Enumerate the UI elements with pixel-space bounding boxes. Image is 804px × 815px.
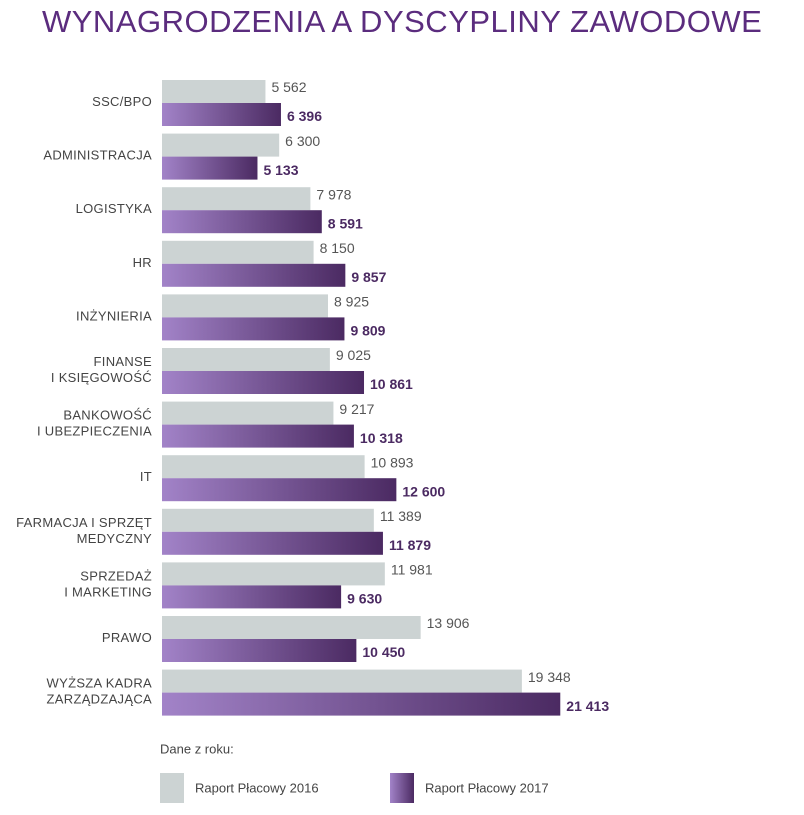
value-label: 12 600: [402, 483, 445, 499]
y-tick-label-line: IT: [140, 470, 152, 485]
bar: [162, 103, 281, 126]
y-tick-label: SSC/BPO: [92, 94, 152, 109]
bar: [162, 669, 522, 693]
y-tick-label-line: ZARZĄDZAJĄCA: [47, 692, 152, 707]
bar: [162, 478, 397, 502]
bar: [162, 401, 334, 425]
value-label: 8 150: [320, 240, 355, 256]
bar: [162, 639, 357, 662]
bar: [162, 80, 266, 103]
bar: [162, 240, 314, 264]
bar: [162, 585, 342, 609]
value-label: 9 025: [336, 347, 371, 363]
y-tick-label-line: FINANSE: [94, 354, 152, 369]
value-label: 9 217: [339, 401, 374, 417]
y-tick-label-line: FARMACJA I SPRZĘT: [16, 515, 152, 530]
y-tick-label: FARMACJA I SPRZĘT MEDYCZNY: [16, 515, 152, 546]
value-label: 10 893: [371, 454, 414, 470]
y-tick-label: ADMINISTRACJA: [43, 148, 152, 163]
value-label: 9 809: [350, 323, 385, 339]
value-label: 9 857: [351, 269, 386, 285]
value-label: 5 133: [263, 162, 298, 178]
bar: [162, 692, 561, 716]
y-tick-label-line: ADMINISTRACJA: [43, 148, 152, 163]
y-tick-label: SPRZEDAŻ I MARKETING: [64, 569, 152, 600]
legend-label: Raport Płacowy 2016: [195, 780, 319, 795]
value-label: 6 300: [285, 133, 320, 149]
bar: [162, 616, 421, 639]
value-label: 5 562: [271, 79, 306, 95]
y-tick-label-line: PRAWO: [102, 630, 152, 645]
y-tick-label-line: SSC/BPO: [92, 94, 152, 109]
bar: [162, 371, 365, 394]
y-tick-label: PRAWO: [102, 630, 152, 645]
bar: [162, 156, 258, 180]
y-tick-label-line: HR: [133, 255, 152, 270]
y-tick-label: FINANSE I KSIĘGOWOŚĆ: [51, 354, 152, 385]
bar: [162, 294, 329, 318]
value-label: 6 396: [287, 108, 322, 124]
bar: [162, 133, 280, 157]
value-label: 21 413: [566, 698, 609, 714]
value-label: 11 389: [380, 508, 422, 524]
bar: [162, 263, 346, 287]
legend-swatch: [390, 773, 414, 803]
value-label: 9 630: [347, 591, 382, 607]
value-label: 10 450: [362, 644, 405, 660]
y-tick-label-line: I KSIĘGOWOŚĆ: [51, 370, 152, 385]
y-tick-label-line: LOGISTYKA: [76, 202, 152, 217]
y-tick-label: WYŻSZA KADRA ZARZĄDZAJĄCA: [47, 676, 152, 707]
y-tick-label-line: INŻYNIERIA: [76, 309, 152, 324]
y-tick-label: HR: [133, 255, 152, 270]
legend-swatch: [160, 773, 184, 803]
value-label: 13 906: [427, 615, 470, 631]
y-tick-label-line: MEDYCZNY: [77, 531, 152, 546]
value-label: 11 879: [389, 537, 431, 553]
bar: [162, 348, 330, 371]
y-tick-label: IT: [140, 470, 152, 485]
legend-label: Raport Płacowy 2017: [425, 780, 549, 795]
chart-title: WYNAGRODZENIA A DYSCYPLINY ZAWODOWE: [42, 4, 762, 39]
y-tick-label-line: WYŻSZA KADRA: [47, 676, 152, 691]
legend-title: Dane z roku:: [160, 741, 234, 756]
value-label: 10 861: [370, 376, 413, 392]
value-label: 19 348: [528, 669, 571, 685]
y-tick-label-line: I MARKETING: [64, 585, 152, 600]
y-tick-label: INŻYNIERIA: [76, 309, 152, 324]
value-label: 8 591: [328, 215, 363, 231]
bar: [162, 562, 385, 586]
bar: [162, 317, 345, 341]
y-tick-label-line: I UBEZPIECZENIA: [37, 424, 152, 439]
value-label: 8 925: [334, 294, 369, 310]
bar: [162, 455, 365, 479]
value-label: 11 981: [391, 562, 433, 578]
y-tick-label: BANKOWOŚĆ I UBEZPIECZENIA: [37, 408, 152, 439]
y-tick-label-line: BANKOWOŚĆ: [63, 408, 152, 423]
bar: [162, 424, 354, 448]
bar: [162, 187, 311, 211]
value-label: 7 978: [316, 186, 351, 202]
y-tick-label-line: SPRZEDAŻ: [80, 569, 152, 584]
y-tick-label: LOGISTYKA: [76, 202, 152, 217]
bar: [162, 531, 383, 555]
bar: [162, 508, 374, 532]
bar: [162, 210, 322, 234]
value-label: 10 318: [360, 430, 403, 446]
